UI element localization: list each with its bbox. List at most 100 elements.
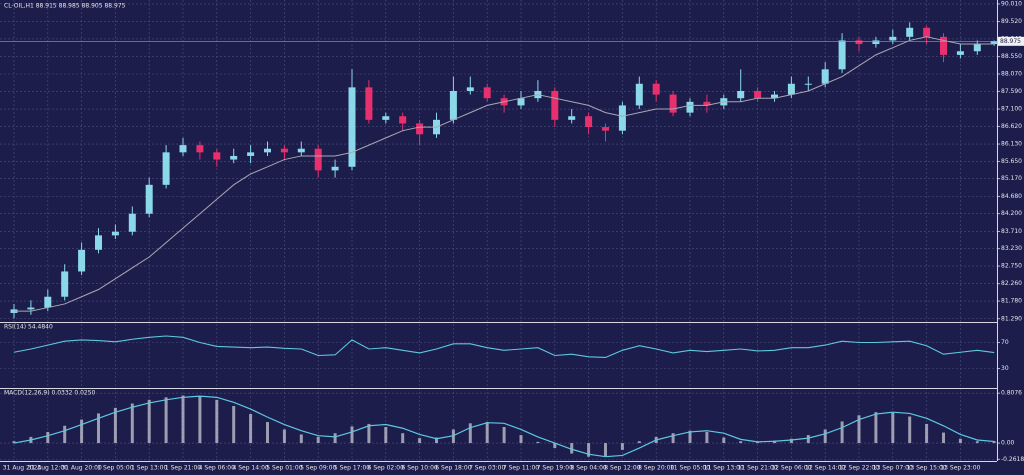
x-tick-label: 7 Sep 03:00 [469,465,505,472]
macd-bar [333,433,337,444]
macd-bar [249,414,253,444]
macd-bar [891,412,895,444]
macd-bar [570,443,574,454]
macd-bar [908,416,912,444]
candle-body [449,90,457,120]
candle-body [483,87,491,99]
macd-bar [215,399,219,444]
macd-bar [925,423,929,444]
x-tick-label: 5 Sep 09:00 [300,465,336,472]
macd-bar [739,441,743,444]
candle-body [821,69,829,84]
candle-body [551,90,559,120]
macd-bar [536,441,540,444]
candle-body [162,152,170,185]
y-tick-label: -0.2618 [1001,456,1024,463]
y-tick-label: 81.290 [1001,315,1022,322]
macd-bar [198,396,202,444]
macd-bar [451,429,455,444]
candle-body [331,166,339,171]
candle-body [247,152,255,156]
candle-body [585,116,593,128]
x-tick-label: 31 Aug 12:00 [28,465,69,472]
x-tick-label: 13 Sep 07:00 [873,465,913,472]
macd-bar [435,437,438,444]
macd-bar [63,425,67,444]
y-tick-label: 87.100 [1001,106,1022,113]
candle-body [737,90,745,99]
macd-bar [468,423,472,444]
macd-bar [418,438,422,444]
macd-bar [316,436,320,444]
macd-bar [266,422,269,444]
candle-body [956,51,964,55]
y-tick-label: 84.200 [1001,210,1022,217]
candle-body [297,148,305,153]
candle-body [399,116,407,124]
x-tick-label: 31 Aug 2023 [3,465,42,472]
x-tick-label: 7 Sep 11:00 [503,465,539,472]
candle-body [771,94,778,99]
y-tick-label: 86.130 [1001,141,1022,148]
y-tick-label: 90.010 [1001,0,1022,7]
macd-bar [773,440,776,444]
y-tick-label: 0.8076 [1001,390,1022,397]
y-tick-label: 83.710 [1001,228,1022,235]
macd-bar [840,421,844,444]
candle-body [365,87,373,120]
x-tick-label: 5 Sep 17:00 [334,465,370,472]
macd-bar [958,438,962,444]
candle-body [111,231,119,236]
x-tick-label: 8 Sep 12:00 [604,465,640,472]
candle-body [145,184,153,214]
candle-body [973,44,981,52]
x-tick-label: 5 Sep 01:00 [266,465,302,472]
x-tick-label: 31 Aug 20:00 [61,465,102,472]
x-tick-label: 12 Sep 22:00 [839,465,879,472]
candle-body [348,87,356,167]
macd-bar [671,433,675,444]
macd-bar [519,435,523,444]
macd-bar [12,441,16,444]
rsi-title: RSI(14) 54.4840 [4,324,53,331]
candle-body [27,307,35,310]
macd-bar [789,438,793,444]
macd-title: MACD(12,26,9) 0.0332 0.0250 [4,390,96,397]
macd-signal-line [13,395,995,458]
x-tick-label: 6 Sep 02:00 [368,465,404,472]
y-tick-label: 89.520 [1001,18,1022,25]
y-tick-label: 30 [1001,365,1009,372]
x-tick-label: 11 Sep 21:00 [738,465,778,472]
candle-body [686,101,694,113]
macd-bar [823,429,827,444]
x-tick-label: 12 Sep 06:00 [771,465,811,472]
candle-body [61,271,69,297]
moving-average-line [14,36,995,312]
macd-bar [942,432,945,444]
macd-bar [620,443,624,450]
candle-body [990,41,998,45]
candle-body [602,127,609,131]
candle-body [568,116,576,120]
macd-bar [384,427,388,444]
candle-body [787,83,795,95]
macd-bar [485,422,489,444]
x-tick-label: 1 Sep 05:00 [97,465,133,472]
macd-bar [637,441,641,444]
x-tick-label: 4 Sep 14:00 [232,465,268,472]
macd-bar [756,441,760,444]
x-tick-label: 6 Sep 10:00 [401,465,437,472]
y-tick-label: 81.780 [1001,298,1022,305]
candle-body [804,83,812,85]
x-tick-label: 8 Sep 20:00 [638,465,674,472]
y-tick-label: 82.750 [1001,263,1022,270]
candle-body [940,36,947,55]
candle-body [179,145,187,153]
macd-bar [705,431,709,444]
price-title: CL-OIL,H1 88.915 88.985 88.905 88.975 [4,3,126,10]
macd-bar [367,423,371,444]
macd-bar [604,443,607,457]
macd-bar [299,434,303,444]
candle-body [703,101,711,106]
